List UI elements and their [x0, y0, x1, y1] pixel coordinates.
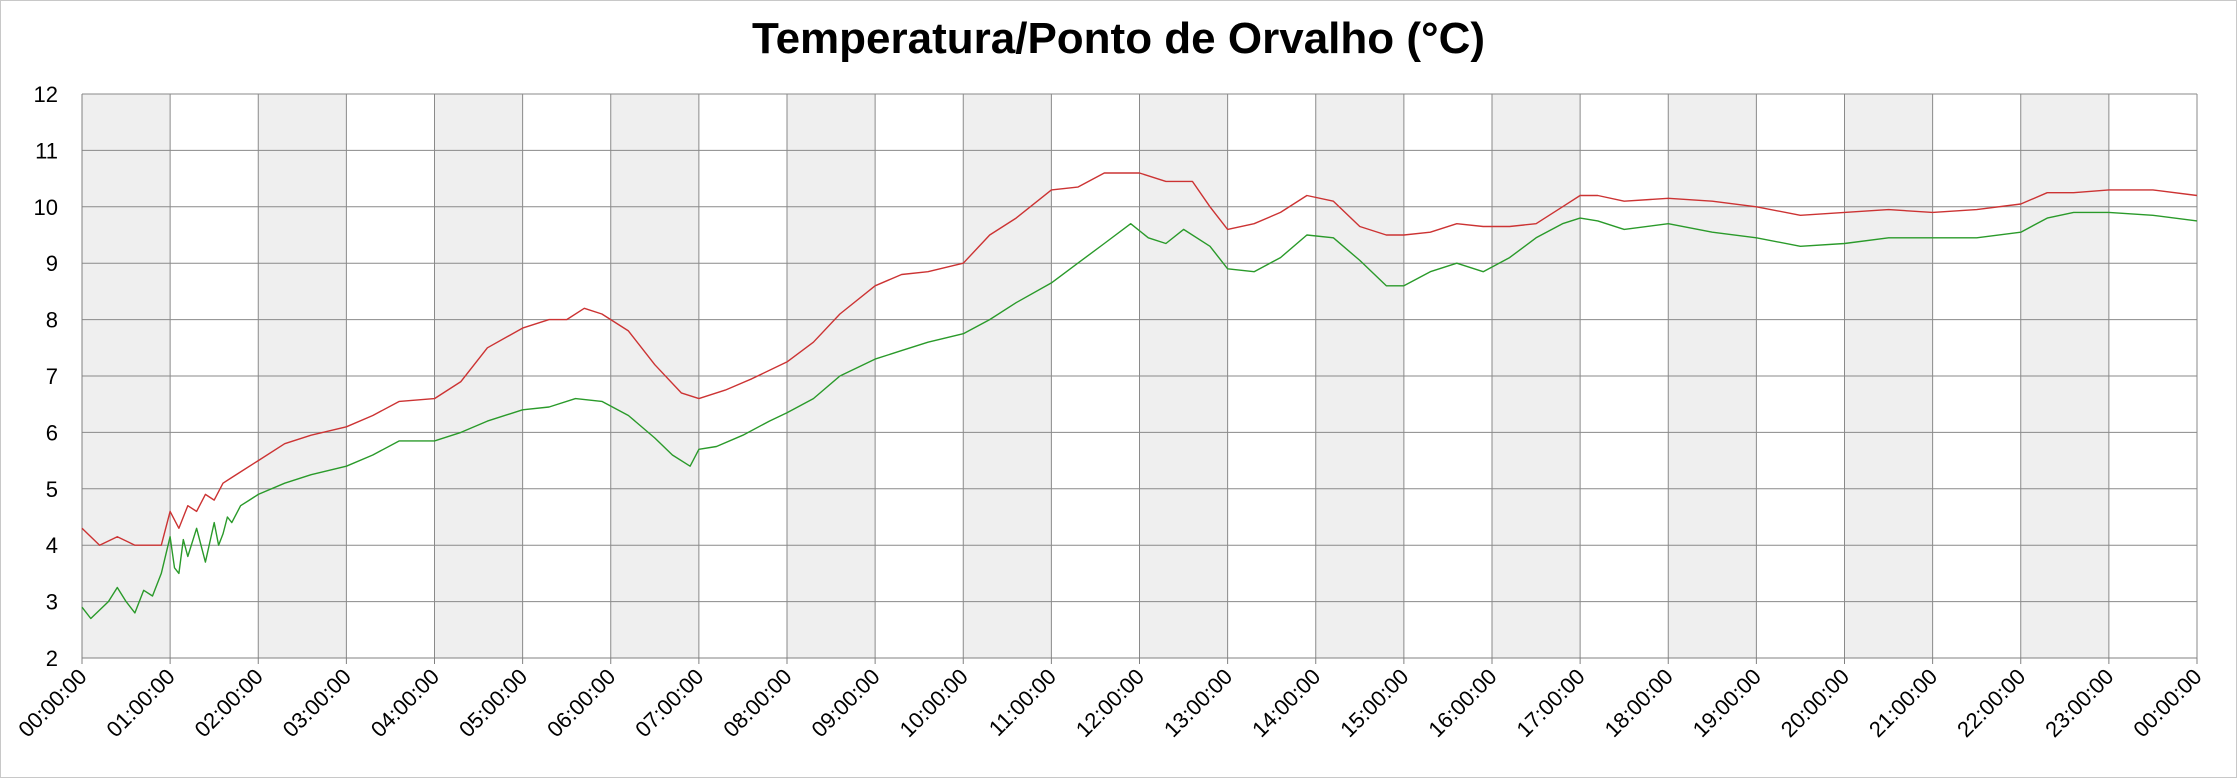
x-tick-label: 21:00:00 [1864, 664, 1942, 742]
y-tick-label: 11 [35, 138, 58, 163]
x-tick-label: 10:00:00 [895, 664, 973, 742]
x-tick-label: 04:00:00 [366, 664, 444, 742]
x-tick-label: 16:00:00 [1423, 664, 1501, 742]
x-tick-label: 19:00:00 [1688, 664, 1766, 742]
x-tick-label: 23:00:00 [2040, 664, 2118, 742]
x-tick-label: 00:00:00 [2128, 664, 2206, 742]
y-tick-label: 7 [46, 364, 58, 389]
x-tick-label: 06:00:00 [542, 664, 620, 742]
y-tick-label: 8 [46, 308, 58, 333]
x-tick-label: 08:00:00 [718, 664, 796, 742]
x-tick-label: 09:00:00 [806, 664, 884, 742]
y-tick-label: 5 [46, 477, 58, 502]
y-tick-label: 4 [46, 533, 58, 558]
dewpoint-series-line [81, 211, 2198, 620]
x-tick-label: 18:00:00 [1600, 664, 1678, 742]
x-tick-label: 13:00:00 [1159, 664, 1237, 742]
y-tick-label: 10 [34, 195, 58, 220]
x-tick-label: 05:00:00 [454, 664, 532, 742]
temperature-series-line [81, 172, 2198, 546]
x-tick-label: 11:00:00 [984, 664, 1061, 741]
x-tick-label: 17:00:00 [1511, 664, 1589, 742]
y-tick-label: 9 [46, 251, 58, 276]
x-tick-label: 00:00:00 [13, 664, 91, 742]
x-tick-label: 03:00:00 [278, 664, 356, 742]
x-tick-label: 07:00:00 [630, 664, 708, 742]
x-tick-label: 15:00:00 [1335, 664, 1413, 742]
y-tick-label: 12 [34, 82, 58, 107]
x-tick-label: 20:00:00 [1776, 664, 1854, 742]
x-tick-label: 12:00:00 [1071, 664, 1149, 742]
y-tick-label: 6 [46, 420, 58, 445]
y-tick-label: 2 [46, 646, 58, 671]
x-tick-label: 01:00:00 [101, 664, 179, 742]
y-tick-label: 3 [46, 590, 58, 615]
chart-title: Temperatura/Ponto de Orvalho (°C) [751, 14, 1486, 63]
x-tick-label: 22:00:00 [1952, 664, 2030, 742]
x-tick-label: 14:00:00 [1247, 664, 1325, 742]
x-tick-label: 02:00:00 [190, 664, 268, 742]
